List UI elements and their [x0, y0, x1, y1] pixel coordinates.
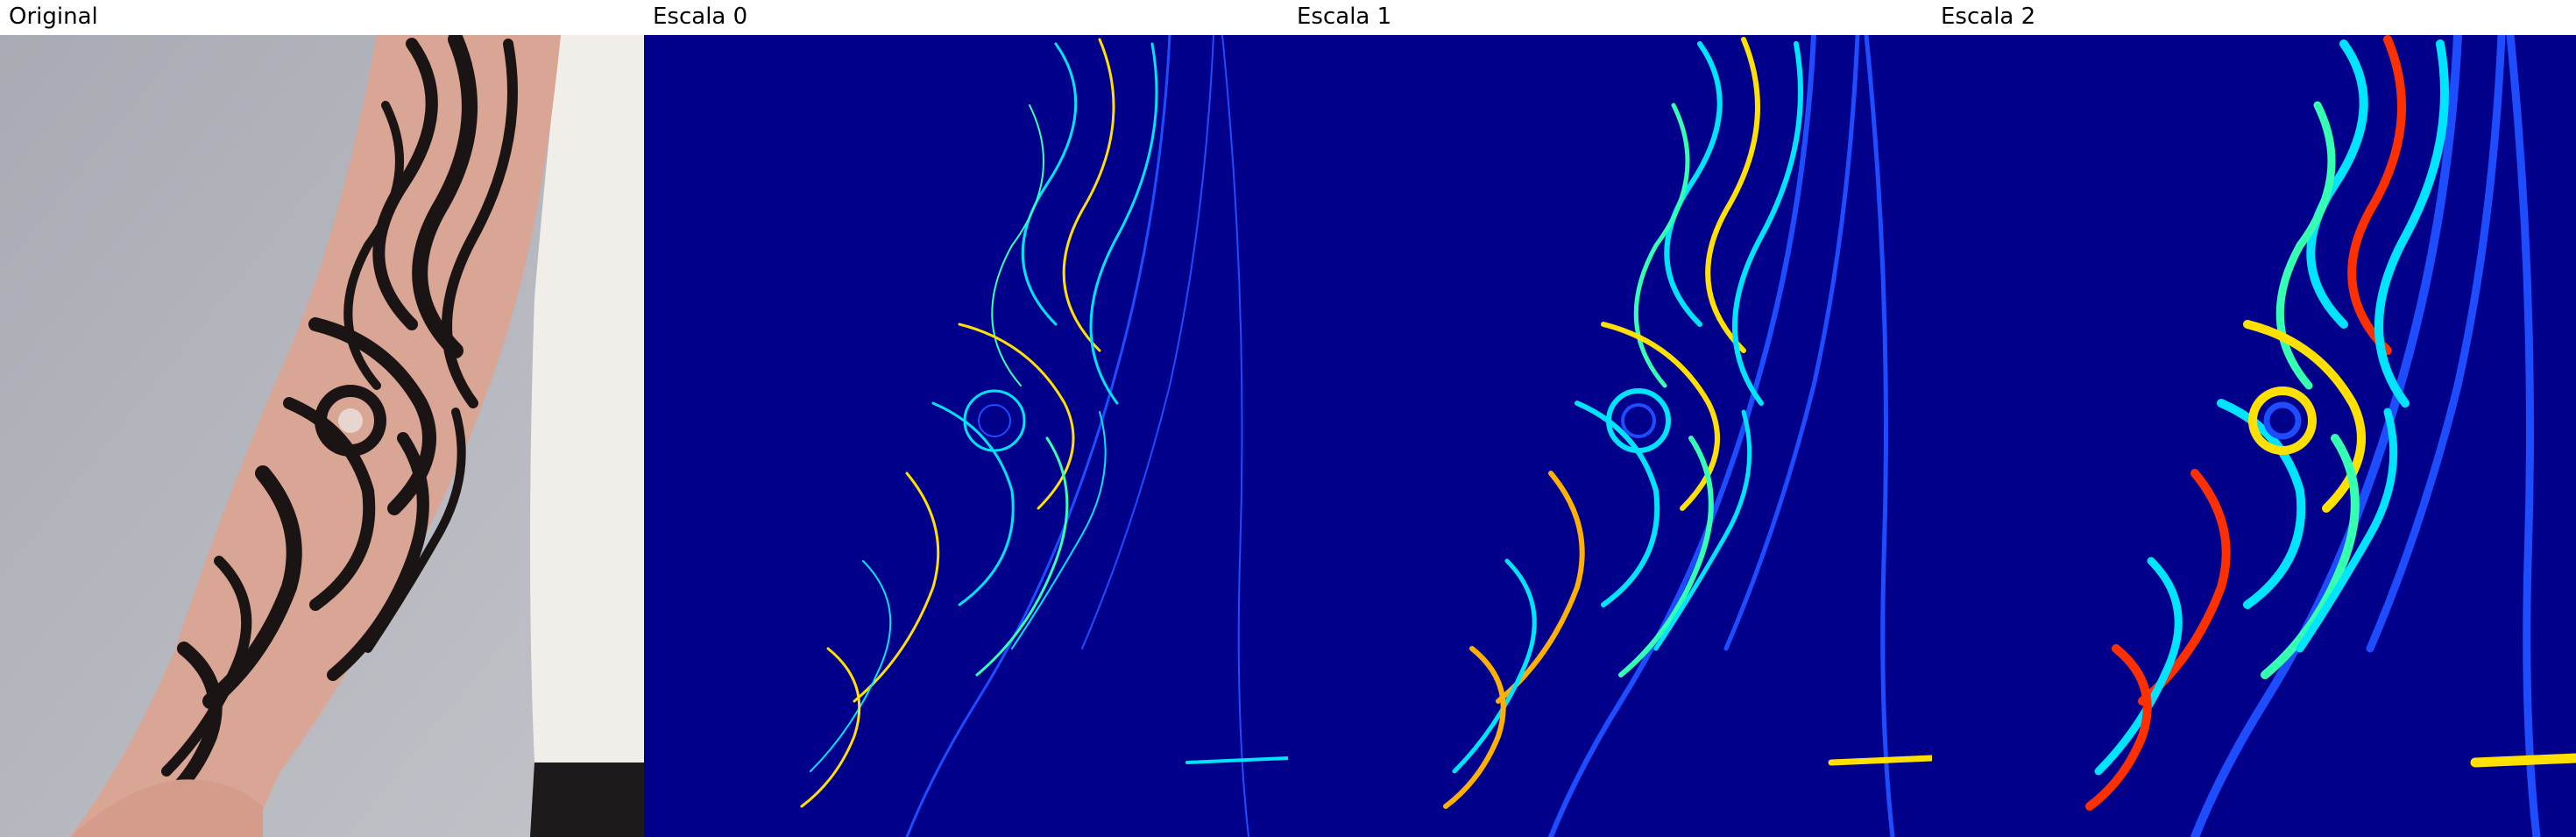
- edge-map-escala-0: [644, 35, 1288, 837]
- panel-title-escala-1: Escala 1: [1297, 3, 1391, 31]
- edge-response-image: [1932, 35, 2576, 837]
- panel-escala-0: Escala 0: [644, 0, 1288, 837]
- panel-escala-2: Escala 2: [1932, 0, 2576, 837]
- edge-map-escala-2: [1932, 35, 2576, 837]
- edge-response-image: [644, 35, 1288, 837]
- panel-title-escala-2: Escala 2: [1941, 3, 2035, 31]
- panel-title-original: Original: [9, 3, 98, 31]
- panel-title-escala-0: Escala 0: [653, 3, 747, 31]
- panel-header: Escala 0: [644, 0, 1288, 35]
- panel-header: Escala 2: [1932, 0, 2576, 35]
- panel-header: Original: [0, 0, 644, 35]
- original-photo: [0, 35, 644, 837]
- panel-escala-1: Escala 1: [1288, 0, 1932, 837]
- edge-map-escala-1: [1288, 35, 1932, 837]
- edge-response-image: [1288, 35, 1932, 837]
- panel-original: Original: [0, 0, 644, 837]
- panel-header: Escala 1: [1288, 0, 1932, 35]
- tattoo-arm-photo: [0, 35, 644, 837]
